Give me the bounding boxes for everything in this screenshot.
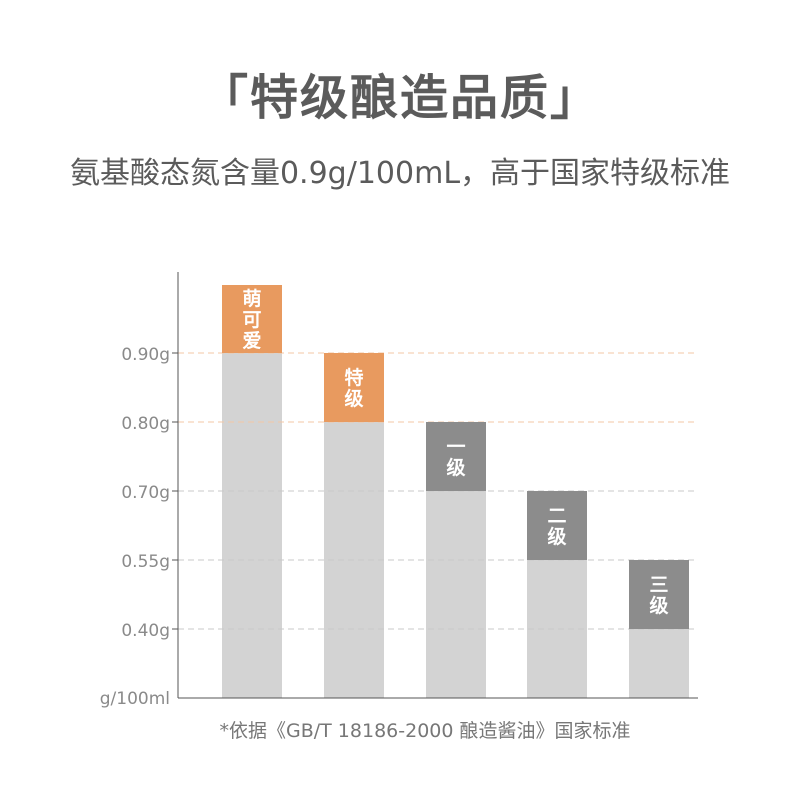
bar-cap-label-2-0: 一 [446, 436, 465, 458]
y-tick-label-3: 0.55g [121, 552, 170, 572]
y-tick-label-1: 0.80g [121, 414, 170, 434]
y-unit-label: g/100ml [100, 689, 170, 709]
bar-cap-label-0-2: 爱 [242, 330, 261, 352]
bar-cap-2 [426, 422, 486, 491]
bar-2 [426, 491, 486, 698]
bar-cap-label-1-0: 特 [344, 367, 363, 389]
page-subtitle: 氨基酸态氮含量0.9g/100mL，高于国家特级标准 [69, 156, 731, 191]
bar-cap-label-0-1: 可 [242, 309, 261, 331]
bar-cap-4 [629, 560, 689, 629]
bar-cap-3 [527, 491, 587, 560]
bar-cap-label-0-0: 萌 [242, 287, 261, 310]
bar-cap-0 [222, 285, 282, 353]
bar-cap-label-1-1: 级 [344, 387, 363, 410]
bar-cap-1 [324, 353, 384, 422]
y-tick-label-2: 0.70g [121, 483, 170, 503]
y-tick-label-0: 0.90g [121, 345, 170, 365]
bar-cap-label-3-0: 二 [547, 505, 566, 527]
y-tick-label-4: 0.40g [121, 621, 170, 641]
bar-cap-label-4-1: 级 [649, 594, 668, 617]
bar-0 [222, 353, 282, 698]
page-title: 「特级酿造品质」 [199, 70, 600, 126]
bar-4 [629, 629, 689, 698]
bar-cap-label-2-1: 级 [446, 456, 465, 479]
bar-cap-label-3-1: 级 [547, 525, 566, 548]
bar-cap-label-4-0: 三 [649, 574, 668, 596]
footnote: *依据《GB/T 18186-2000 酿造酱油》国家标准 [219, 720, 631, 742]
bar-3 [527, 560, 587, 698]
